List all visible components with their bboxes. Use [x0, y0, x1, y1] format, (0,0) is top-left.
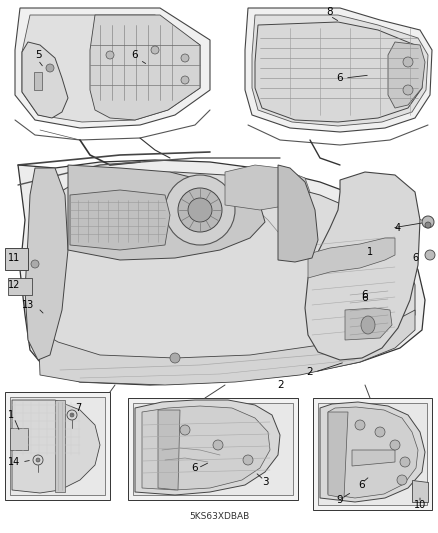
Polygon shape	[70, 190, 170, 250]
Text: 6: 6	[337, 73, 343, 83]
Circle shape	[165, 175, 235, 245]
Circle shape	[36, 458, 40, 462]
Polygon shape	[135, 400, 280, 495]
Text: 5KS63XDBAB: 5KS63XDBAB	[189, 512, 249, 521]
Circle shape	[425, 222, 431, 228]
Polygon shape	[15, 8, 210, 128]
Polygon shape	[10, 428, 28, 450]
Circle shape	[390, 440, 400, 450]
Polygon shape	[328, 407, 418, 498]
Polygon shape	[245, 8, 432, 132]
Text: 12: 12	[8, 280, 21, 290]
Circle shape	[178, 188, 222, 232]
Polygon shape	[320, 402, 425, 502]
Polygon shape	[22, 42, 68, 118]
Polygon shape	[18, 160, 425, 385]
Circle shape	[170, 353, 180, 363]
Polygon shape	[278, 165, 318, 262]
Polygon shape	[25, 168, 68, 360]
Circle shape	[213, 440, 223, 450]
Text: 2: 2	[278, 380, 284, 390]
Polygon shape	[328, 412, 348, 498]
Circle shape	[151, 46, 159, 54]
Polygon shape	[255, 22, 424, 122]
Polygon shape	[8, 278, 32, 295]
Circle shape	[46, 64, 54, 72]
Polygon shape	[128, 398, 298, 500]
Text: 7: 7	[75, 403, 81, 413]
Polygon shape	[142, 406, 270, 490]
Text: 1: 1	[8, 410, 14, 420]
Text: 14: 14	[8, 457, 20, 467]
Circle shape	[403, 85, 413, 95]
Polygon shape	[133, 403, 293, 495]
Text: 11: 11	[8, 253, 20, 263]
Text: 6: 6	[412, 253, 418, 263]
Polygon shape	[305, 172, 420, 360]
Circle shape	[425, 250, 435, 260]
Text: 10: 10	[414, 500, 426, 510]
Text: 6: 6	[362, 290, 368, 300]
Polygon shape	[34, 72, 42, 90]
Polygon shape	[313, 398, 432, 510]
Polygon shape	[55, 400, 65, 492]
Polygon shape	[345, 308, 392, 340]
Text: 2: 2	[307, 367, 313, 377]
Polygon shape	[412, 480, 428, 502]
Text: 13: 13	[22, 300, 34, 310]
Polygon shape	[225, 165, 310, 210]
Polygon shape	[22, 15, 200, 122]
Polygon shape	[158, 410, 180, 490]
Text: 3: 3	[261, 477, 268, 487]
Circle shape	[355, 420, 365, 430]
Circle shape	[181, 54, 189, 62]
Circle shape	[400, 457, 410, 467]
Polygon shape	[5, 392, 110, 500]
Polygon shape	[38, 310, 415, 385]
Text: 4: 4	[395, 223, 401, 233]
Circle shape	[375, 427, 385, 437]
Polygon shape	[308, 238, 395, 278]
Circle shape	[188, 198, 212, 222]
Polygon shape	[90, 15, 200, 120]
Circle shape	[243, 455, 253, 465]
Polygon shape	[35, 172, 415, 382]
Text: 6: 6	[362, 293, 368, 303]
Polygon shape	[352, 450, 395, 466]
Text: 6: 6	[132, 50, 138, 60]
Circle shape	[181, 76, 189, 84]
Circle shape	[403, 57, 413, 67]
Polygon shape	[388, 42, 425, 108]
Text: 9: 9	[337, 495, 343, 505]
Polygon shape	[252, 15, 428, 126]
Polygon shape	[5, 248, 28, 270]
Circle shape	[106, 51, 114, 59]
Ellipse shape	[361, 316, 375, 334]
Text: 1: 1	[367, 247, 373, 257]
Circle shape	[397, 475, 407, 485]
Polygon shape	[318, 403, 427, 505]
Circle shape	[31, 260, 39, 268]
Circle shape	[422, 216, 434, 228]
Text: 6: 6	[192, 463, 198, 473]
Polygon shape	[12, 400, 100, 493]
Circle shape	[70, 413, 74, 417]
Polygon shape	[68, 165, 265, 260]
Text: 8: 8	[327, 7, 333, 17]
Circle shape	[180, 425, 190, 435]
Text: 6: 6	[359, 480, 365, 490]
Text: 5: 5	[35, 50, 41, 60]
Polygon shape	[10, 397, 105, 495]
